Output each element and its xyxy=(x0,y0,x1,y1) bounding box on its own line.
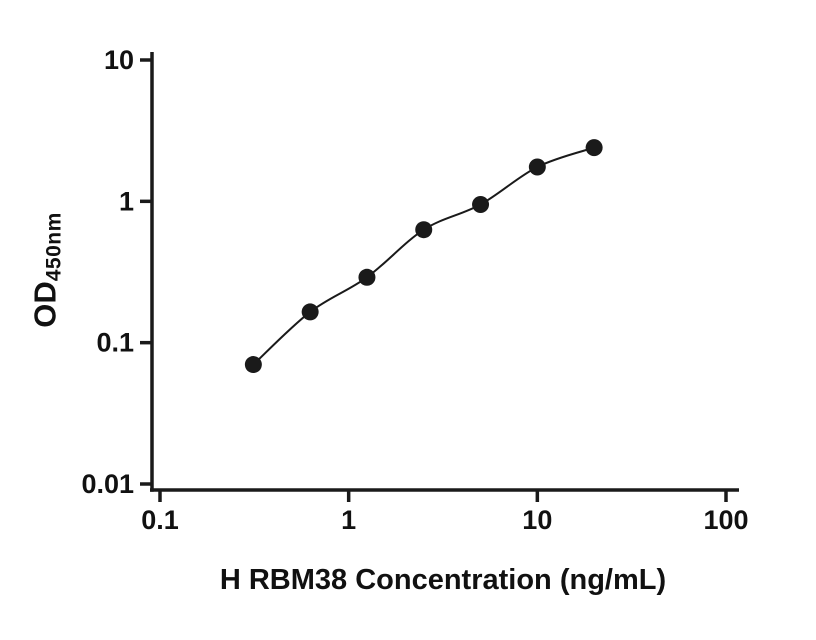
y-tick-label: 1 xyxy=(119,186,134,216)
y-tick-label: 0.01 xyxy=(81,469,134,499)
y-axis-title: OD450nm xyxy=(28,212,67,328)
data-point xyxy=(358,268,376,286)
data-point xyxy=(528,158,546,176)
data-point xyxy=(301,303,319,321)
data-point xyxy=(585,139,603,157)
data-point xyxy=(244,356,262,374)
x-tick-label: 0.1 xyxy=(141,505,179,535)
x-tick-label: 10 xyxy=(522,505,552,535)
standard-curve-line xyxy=(252,146,595,366)
y-axis-title-subscript: 450nm xyxy=(42,212,66,282)
y-axis-title-main: OD xyxy=(27,281,63,328)
y-tick-label: 0.1 xyxy=(96,328,134,358)
y-tick-label: 10 xyxy=(104,45,134,75)
data-point xyxy=(472,195,490,213)
x-tick-label: 100 xyxy=(703,505,748,535)
x-tick-label: 1 xyxy=(341,505,356,535)
x-axis-title: H RBM38 Concentration (ng/mL) xyxy=(219,564,667,596)
data-point xyxy=(415,221,433,239)
